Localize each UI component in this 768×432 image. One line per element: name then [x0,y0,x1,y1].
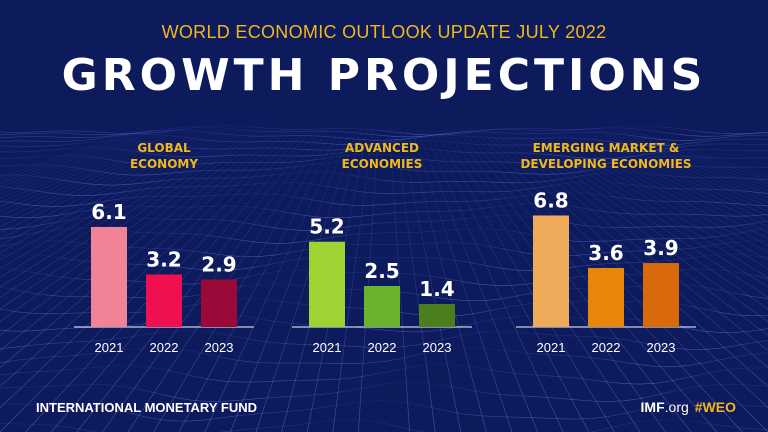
x-tick-label: 2021 [313,340,342,355]
bar [146,274,182,327]
data-label: 2.5 [364,259,399,283]
chart-title-line: DEVELOPING ECONOMIES [520,157,691,171]
x-tick-label: 2023 [647,340,676,355]
x-tick-label: 2022 [150,340,179,355]
chart-title-line: ECONOMIES [342,157,423,171]
data-label: 2.9 [201,252,236,276]
x-tick-label: 2022 [368,340,397,355]
footer-hashtag: #WEO [694,399,736,415]
footer-site-bold: IMF [640,399,665,415]
bar [643,263,679,327]
bar [309,241,345,327]
bar [588,267,624,327]
chart-title-line: ADVANCED [345,141,419,155]
bar [419,304,455,327]
chart-panel-3: EMERGING MARKET & DEVELOPING ECONOMIES 6.8… [516,141,696,355]
page-title: GROWTH PROJECTIONS [61,50,707,101]
data-label: 6.8 [533,188,568,212]
footer-links: IMF.org #WEO [641,399,736,415]
header-subtitle: WORLD ECONOMIC OUTLOOK UPDATE JULY 2022 [161,22,607,42]
bar [533,215,569,327]
chart-title-line: EMERGING MARKET & [533,141,680,155]
data-label: 3.6 [588,241,623,265]
chart-panel-2: ADVANCED ECONOMIES 5.2 2021 2.5 2022 1.4 2023 [292,141,472,355]
x-tick-label: 2023 [205,340,234,355]
data-label: 6.1 [91,200,126,224]
data-label: 5.2 [309,215,344,239]
x-tick-label: 2023 [423,340,452,355]
bar [364,286,400,327]
bar [201,279,237,327]
footer-site-rest: .org [664,399,689,415]
bar [91,226,127,327]
chart-panel-1: GLOBAL ECONOMY 6.1 2021 3.2 2022 2.9 2023 [74,141,254,355]
footer-org: INTERNATIONAL MONETARY FUND [36,400,257,415]
x-tick-label: 2021 [95,340,124,355]
chart-title-line: ECONOMY [130,157,198,171]
x-tick-label: 2021 [537,340,566,355]
data-label: 3.9 [643,236,678,260]
data-label: 3.2 [146,248,181,272]
data-label: 1.4 [419,277,454,301]
x-tick-label: 2022 [592,340,621,355]
chart-title-line: GLOBAL [137,141,191,155]
